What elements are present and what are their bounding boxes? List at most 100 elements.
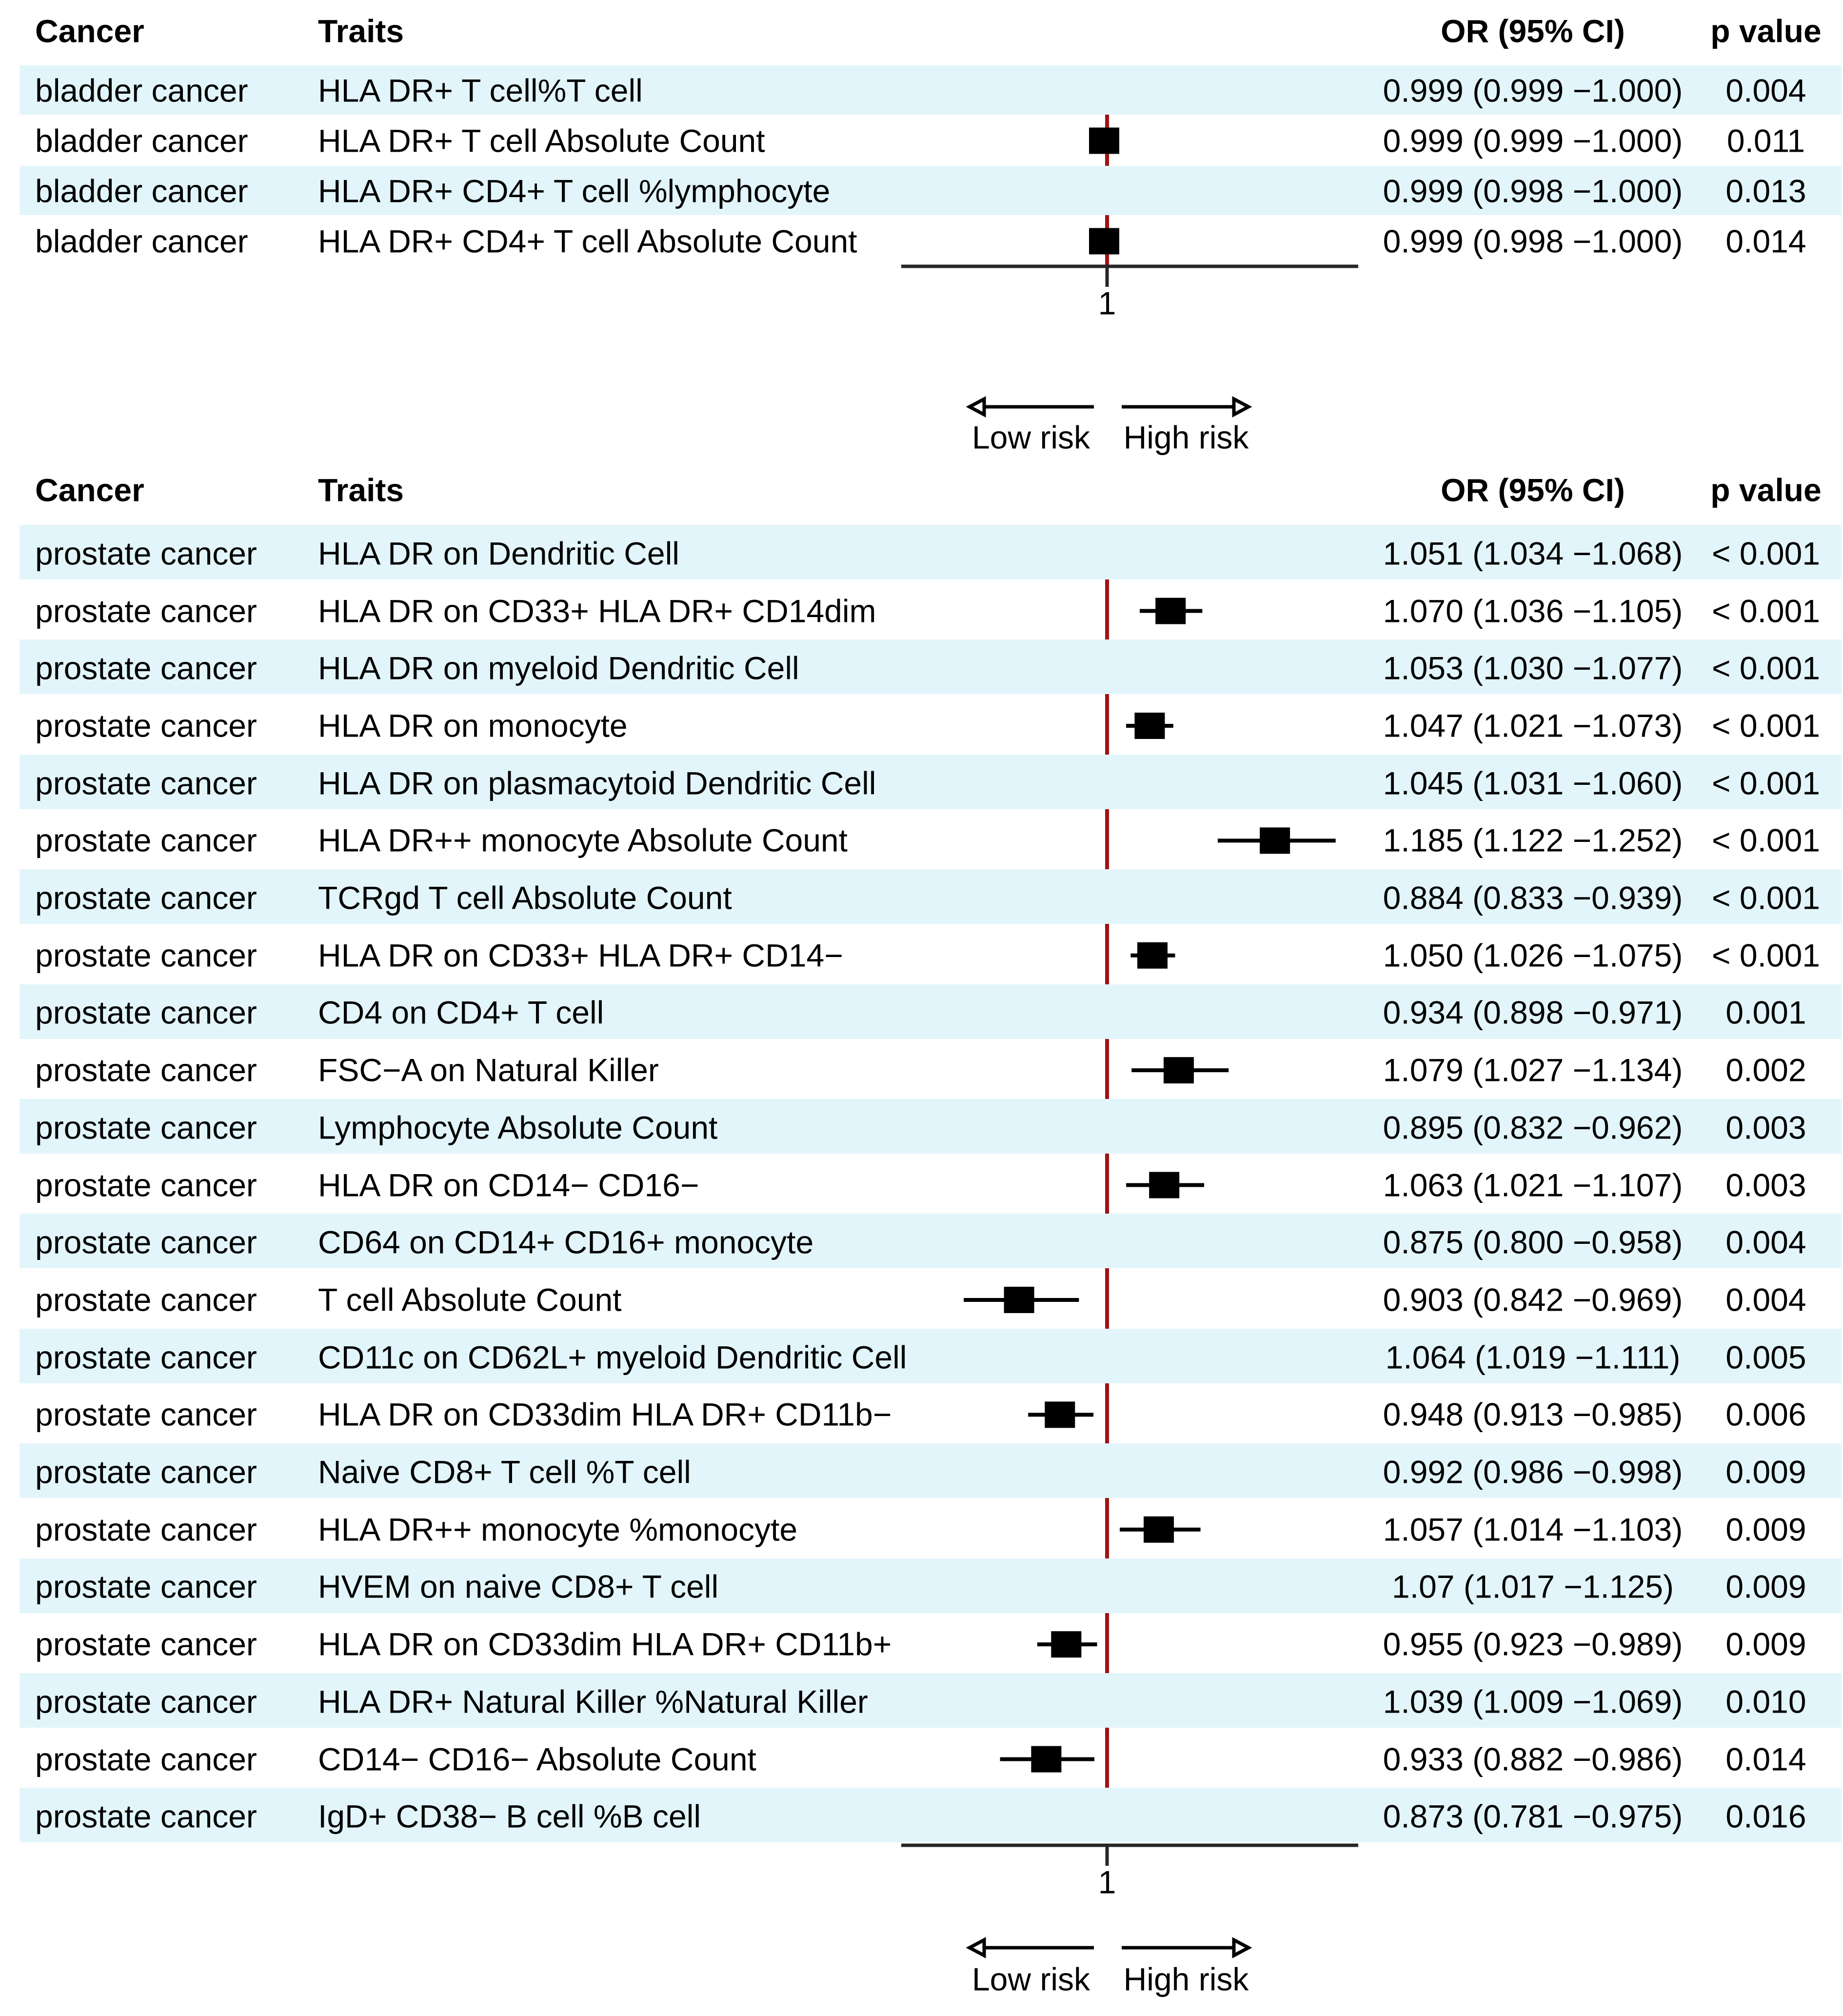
row-cancer-label: prostate cancer <box>35 1338 257 1375</box>
row-p-value: 0.014 <box>1725 1740 1806 1777</box>
row-p-value: 0.004 <box>1725 1281 1806 1318</box>
row-trait-label: HLA DR on Dendritic Cell <box>318 535 679 572</box>
row-or-value: 1.07 (1.017 −1.125) <box>1392 1568 1674 1605</box>
high-risk-label: High risk <box>1123 419 1249 456</box>
row-cancer-label: prostate cancer <box>35 1396 257 1433</box>
row-p-value: < 0.001 <box>1711 764 1821 801</box>
row-p-value: 0.004 <box>1725 1224 1806 1260</box>
row-cancer-label: prostate cancer <box>35 1166 257 1203</box>
row-stripe <box>20 166 1842 215</box>
high-risk-arrowhead-icon <box>1232 1937 1252 1958</box>
row-or-value: 1.051 (1.034 −1.068) <box>1383 535 1683 572</box>
x-axis-tick-label: 1 <box>1098 1864 1116 1900</box>
row-stripe <box>20 1099 1842 1154</box>
column-header-traits: Traits <box>318 472 404 508</box>
row-p-value: < 0.001 <box>1711 650 1821 686</box>
or-square <box>1004 1286 1034 1313</box>
row-stripe <box>20 1788 1842 1843</box>
row-trait-label: CD64 on CD14+ CD16+ monocyte <box>318 1224 814 1260</box>
or-square <box>1045 1401 1075 1428</box>
row-or-value: 1.047 (1.021 −1.073) <box>1383 707 1683 744</box>
row-cancer-label: prostate cancer <box>35 592 257 629</box>
row-or-value: 0.999 (0.999 −1.000) <box>1383 72 1683 108</box>
row-cancer-label: prostate cancer <box>35 1511 257 1548</box>
row-p-value: < 0.001 <box>1711 879 1821 916</box>
row-or-value: 1.050 (1.026 −1.075) <box>1383 937 1683 974</box>
row-trait-label: HVEM on naive CD8+ T cell <box>318 1568 719 1605</box>
row-p-value: 0.003 <box>1725 1109 1806 1146</box>
row-trait-label: HLA DR on CD33dim HLA DR+ CD11b+ <box>318 1626 892 1662</box>
row-p-value: < 0.001 <box>1711 707 1821 744</box>
row-or-value: 0.895 (0.832 −0.962) <box>1383 1109 1683 1146</box>
row-or-value: 1.185 (1.122 −1.252) <box>1383 822 1683 858</box>
row-p-value: 0.009 <box>1725 1568 1806 1605</box>
row-cancer-label: bladder cancer <box>35 172 248 209</box>
row-p-value: 0.010 <box>1725 1683 1806 1720</box>
row-cancer-label: prostate cancer <box>35 1683 257 1720</box>
low-risk-label: Low risk <box>971 419 1090 456</box>
row-or-value: 1.057 (1.014 −1.103) <box>1383 1511 1683 1548</box>
row-cancer-label: prostate cancer <box>35 1798 257 1835</box>
row-or-value: 0.948 (0.913 −0.985) <box>1383 1396 1683 1433</box>
row-cancer-label: bladder cancer <box>35 72 248 108</box>
row-or-value: 1.039 (1.009 −1.069) <box>1383 1683 1683 1720</box>
row-stripe <box>20 639 1842 695</box>
or-square <box>1163 1057 1194 1084</box>
column-header-pvalue: p value <box>1710 472 1822 508</box>
row-p-value: 0.013 <box>1725 172 1806 209</box>
column-header-traits: Traits <box>318 13 404 49</box>
row-or-value: 0.934 (0.898 −0.971) <box>1383 994 1683 1031</box>
row-cancer-label: prostate cancer <box>35 1740 257 1777</box>
row-p-value: < 0.001 <box>1711 937 1821 974</box>
row-stripe <box>20 984 1842 1039</box>
or-square <box>1144 1516 1174 1543</box>
row-trait-label: HLA DR++ monocyte Absolute Count <box>318 822 848 858</box>
row-or-value: 1.070 (1.036 −1.105) <box>1383 592 1683 629</box>
row-trait-label: TCRgd T cell Absolute Count <box>318 879 732 916</box>
row-trait-label: HLA DR+ Natural Killer %Natural Killer <box>318 1683 868 1720</box>
or-square <box>1089 127 1119 154</box>
row-or-value: 0.933 (0.882 −0.986) <box>1383 1740 1683 1777</box>
row-p-value: < 0.001 <box>1711 592 1821 629</box>
x-axis-tick-label: 1 <box>1098 285 1116 321</box>
row-stripe <box>20 869 1842 924</box>
row-trait-label: CD4 on CD4+ T cell <box>318 994 604 1031</box>
row-p-value: 0.016 <box>1725 1798 1806 1835</box>
row-p-value: 0.011 <box>1726 122 1805 159</box>
row-cancer-label: prostate cancer <box>35 1109 257 1146</box>
low-risk-arrowhead-icon <box>966 1937 986 1958</box>
or-square <box>1134 712 1165 739</box>
low-risk-label: Low risk <box>971 1961 1090 1997</box>
row-trait-label: HLA DR on CD14− CD16− <box>318 1166 699 1203</box>
row-or-value: 0.873 (0.781 −0.975) <box>1383 1798 1683 1835</box>
row-or-value: 1.045 (1.031 −1.060) <box>1383 764 1683 801</box>
row-cancer-label: bladder cancer <box>35 122 248 159</box>
row-or-value: 1.063 (1.021 −1.107) <box>1383 1166 1683 1203</box>
row-p-value: 0.009 <box>1725 1511 1806 1548</box>
row-p-value: 0.003 <box>1725 1166 1806 1203</box>
row-trait-label: Naive CD8+ T cell %T cell <box>318 1454 691 1490</box>
row-cancer-label: prostate cancer <box>35 822 257 858</box>
row-p-value: 0.006 <box>1725 1396 1806 1433</box>
row-stripe <box>20 525 1842 579</box>
row-or-value: 0.999 (0.999 −1.000) <box>1383 122 1683 159</box>
row-or-value: 1.064 (1.019 −1.111) <box>1385 1338 1681 1375</box>
row-stripe <box>20 1214 1842 1269</box>
row-or-value: 0.999 (0.998 −1.000) <box>1383 172 1683 209</box>
row-trait-label: HLA DR+ CD4+ T cell %lymphocyte <box>318 172 831 209</box>
row-cancer-label: prostate cancer <box>35 1568 257 1605</box>
row-p-value: < 0.001 <box>1711 822 1821 858</box>
row-or-value: 1.079 (1.027 −1.134) <box>1383 1052 1683 1088</box>
row-trait-label: IgD+ CD38− B cell %B cell <box>318 1798 701 1835</box>
row-p-value: 0.004 <box>1725 72 1806 108</box>
row-p-value: 0.001 <box>1725 994 1806 1031</box>
row-or-value: 0.955 (0.923 −0.989) <box>1383 1626 1683 1662</box>
row-trait-label: HLA DR+ T cell%T cell <box>318 72 643 108</box>
or-square <box>1051 1631 1082 1658</box>
row-or-value: 0.903 (0.842 −0.969) <box>1383 1281 1683 1318</box>
or-square <box>1137 942 1168 969</box>
row-trait-label: T cell Absolute Count <box>318 1281 622 1318</box>
row-stripe <box>20 754 1842 809</box>
or-square <box>1031 1746 1062 1773</box>
row-trait-label: HLA DR on CD33+ HLA DR+ CD14dim <box>318 592 876 629</box>
